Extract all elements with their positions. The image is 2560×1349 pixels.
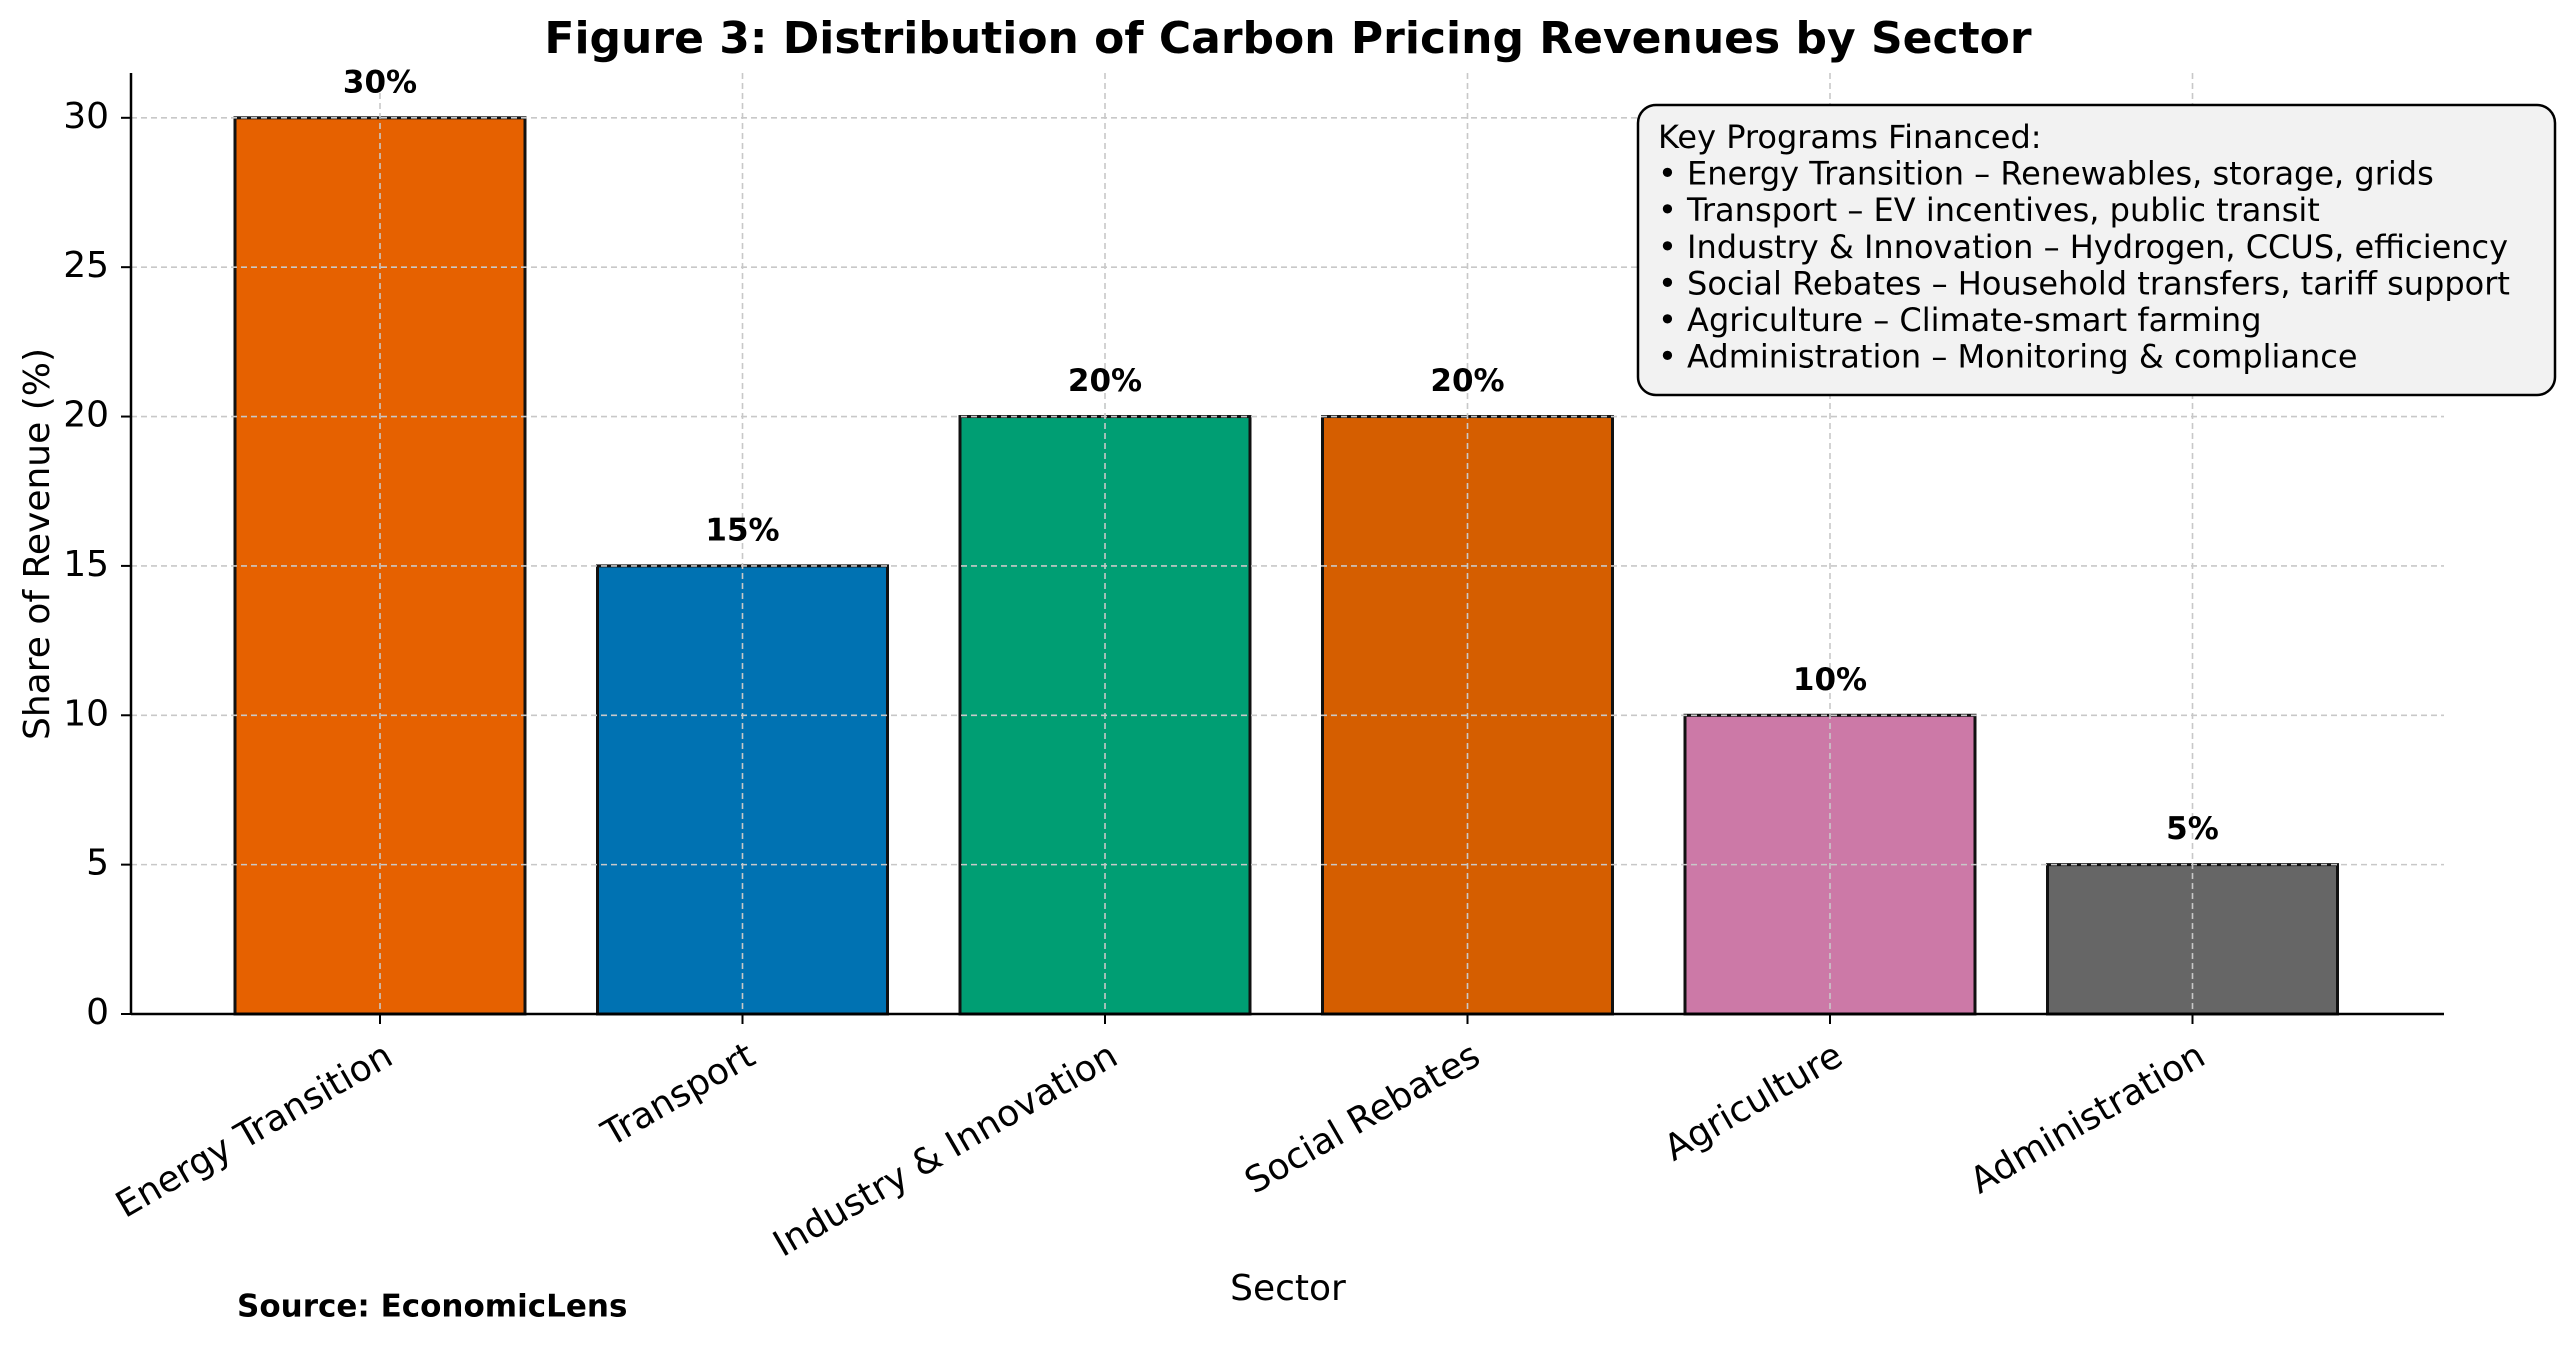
annotation-line: • Energy Transition – Renewables, storag… xyxy=(1658,155,2434,193)
bar xyxy=(2046,863,2339,1016)
y-tick-label: 20 xyxy=(63,395,109,436)
y-tick-label: 25 xyxy=(63,245,109,286)
y-tick-label: 10 xyxy=(63,693,109,734)
y-tick-label: 0 xyxy=(86,992,109,1033)
value-label: 20% xyxy=(1430,363,1504,399)
annotation-box xyxy=(1636,103,2557,397)
x-tick-label: Industry & Innovation xyxy=(767,1035,1125,1265)
y-tick-label: 30 xyxy=(63,96,109,137)
value-label: 15% xyxy=(705,512,779,548)
annotation-line: • Industry & Innovation – Hydrogen, CCUS… xyxy=(1658,228,2508,266)
x-tick-label: Energy Transition xyxy=(109,1035,399,1226)
value-label: 10% xyxy=(1793,662,1867,698)
x-tick-label: Agriculture xyxy=(1658,1035,1850,1169)
x-axis-label: Sector xyxy=(1230,1268,1346,1309)
value-label: 20% xyxy=(1068,363,1142,399)
x-tick-label: Transport xyxy=(594,1035,762,1155)
x-tick-label: Administration xyxy=(1963,1035,2212,1202)
x-tick-label: Social Rebates xyxy=(1238,1035,1487,1202)
source-note: Source: EconomicLens xyxy=(237,1289,627,1325)
y-tick-label: 15 xyxy=(63,544,109,585)
y-axis-label: Share of Revenue (%) xyxy=(17,348,58,740)
annotation-line: • Social Rebates – Household transfers, … xyxy=(1658,264,2510,302)
annotation-line: • Transport – EV incentives, public tran… xyxy=(1658,191,2320,229)
y-tick-label: 5 xyxy=(86,843,109,884)
annotation-line: • Administration – Monitoring & complian… xyxy=(1658,338,2358,376)
value-label: 5% xyxy=(2166,811,2219,847)
annotation-title: Key Programs Financed: xyxy=(1658,118,2042,156)
annotation-line: • Agriculture – Climate-smart farming xyxy=(1658,301,2262,339)
value-label: 30% xyxy=(343,64,417,100)
bar xyxy=(596,564,889,1016)
chart-title: Figure 3: Distribution of Carbon Pricing… xyxy=(544,13,2031,64)
